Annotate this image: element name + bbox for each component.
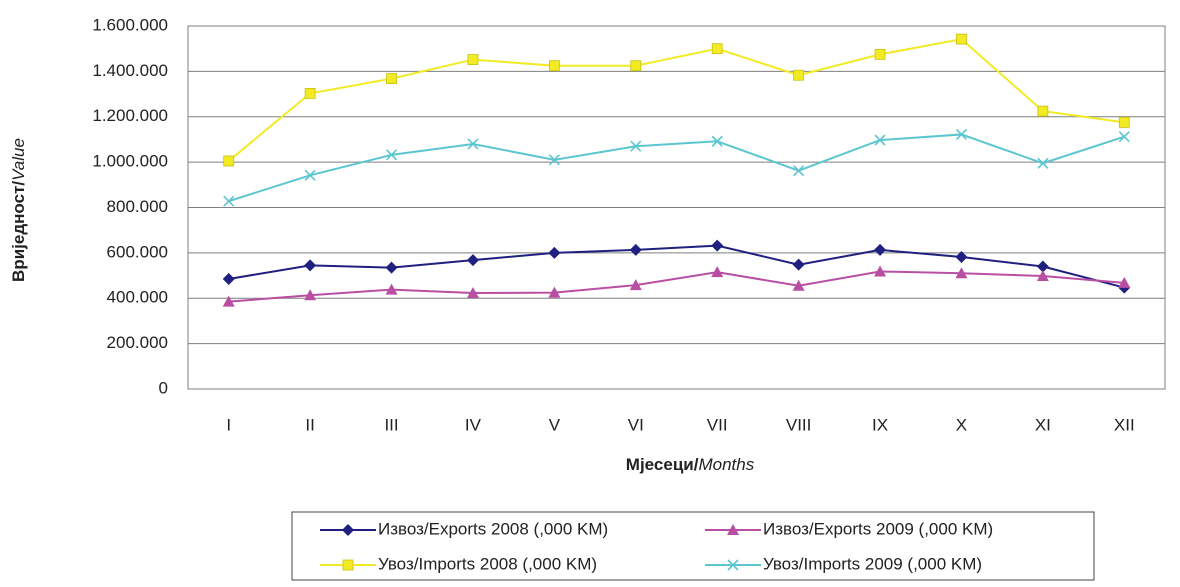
y-tick-label: 400.000 [107, 288, 168, 307]
point [955, 128, 968, 141]
point [1036, 270, 1049, 282]
x-tick-label: VIII [786, 415, 812, 434]
point [342, 559, 354, 571]
point [466, 254, 479, 267]
point [874, 48, 886, 60]
point [548, 246, 561, 259]
y-tick-label: 800.000 [107, 197, 168, 216]
y-tick-label: 1.600.000 [92, 15, 168, 34]
legend-label: Увоз/Imports 2008 (,000 KM) [378, 554, 597, 573]
point [874, 134, 886, 146]
point [630, 60, 642, 72]
point [874, 243, 887, 256]
legend-label: Увоз/Imports 2009 (,000 KM) [763, 554, 982, 573]
point [304, 259, 317, 272]
point [223, 155, 235, 167]
point [222, 272, 235, 285]
point [793, 165, 805, 177]
point [629, 279, 642, 291]
point [711, 266, 724, 278]
point [956, 33, 967, 45]
y-tick-label: 1.200.000 [92, 106, 168, 125]
point [1118, 117, 1130, 128]
point [223, 195, 235, 207]
point [874, 265, 887, 277]
point [548, 154, 560, 166]
point [629, 243, 642, 256]
x-axis-title: Мјесеци/Months [626, 455, 755, 474]
series-line [228, 133, 1125, 203]
point [1036, 260, 1049, 273]
point [304, 289, 317, 301]
point [1037, 157, 1049, 169]
x-tick-label: VI [628, 415, 644, 434]
point [955, 250, 968, 263]
legend-box [291, 511, 1095, 581]
x-tick-label: III [384, 415, 398, 434]
y-axis-title-bold: Вриједност/ [9, 181, 28, 282]
point [727, 559, 739, 571]
series-line [228, 38, 1125, 162]
point [548, 60, 560, 72]
point [955, 267, 968, 279]
y-tick-label: 200.000 [107, 333, 168, 352]
legend-label: Извоз/Exports 2008 (,000 KM) [378, 519, 608, 538]
series-line [228, 244, 1125, 289]
point [630, 140, 642, 152]
x-tick-label: XI [1035, 415, 1051, 434]
point [711, 239, 724, 252]
point [792, 258, 805, 271]
y-tick-label: 0 [159, 378, 168, 397]
point [466, 287, 479, 299]
series-line [228, 270, 1125, 303]
x-tick-label: IV [465, 415, 482, 434]
legend-label: Извоз/Exports 2009 (,000 KM) [763, 519, 993, 538]
point [304, 87, 316, 99]
point [385, 283, 398, 295]
point [467, 138, 479, 150]
point [1118, 276, 1131, 288]
point [304, 169, 316, 181]
point [385, 149, 398, 161]
point [548, 286, 561, 298]
point [1118, 131, 1130, 143]
x-tick-label: II [305, 415, 314, 434]
y-tick-label: 1.400.000 [92, 61, 168, 80]
x-tick-label: I [226, 415, 231, 434]
x-tick-label: XII [1114, 415, 1135, 434]
point [792, 279, 805, 291]
point [793, 69, 805, 81]
point [222, 295, 235, 307]
x-tick-label: V [549, 415, 561, 434]
point [1037, 105, 1049, 117]
point [467, 54, 479, 65]
x-tick-label: X [956, 415, 967, 434]
y-axis-title-italic: Value [9, 138, 28, 181]
x-tick-label: IX [872, 415, 888, 434]
y-axis-title: Вриједност/Value [9, 138, 28, 282]
point [711, 43, 723, 55]
point [711, 135, 723, 147]
y-tick-label: 1.000.000 [92, 152, 168, 171]
plot-frame [187, 25, 1166, 390]
x-tick-label: VII [707, 415, 728, 434]
x-axis-title-bold: Мјесеци/ [626, 455, 699, 474]
point [386, 73, 397, 85]
point [727, 524, 739, 535]
y-tick-label: 600.000 [107, 242, 168, 261]
point [342, 524, 354, 536]
point [385, 261, 398, 274]
x-axis-title-italic: Months [698, 455, 754, 474]
